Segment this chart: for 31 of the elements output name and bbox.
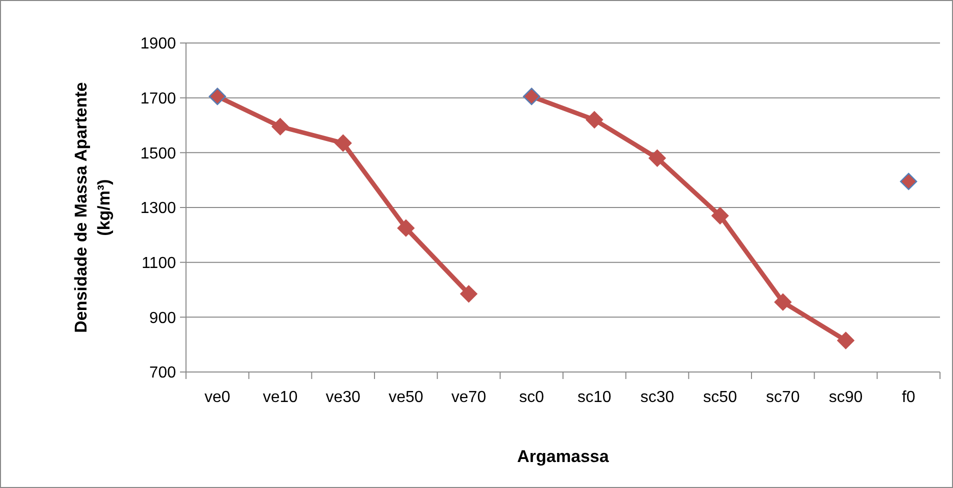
x-tick-label: sc90 (828, 389, 863, 406)
x-tick-label: sc10 (578, 389, 612, 406)
point (900, 172, 918, 190)
x-tick-label: ve30 (326, 389, 361, 406)
y-tick-label: 1900 (140, 36, 176, 53)
x-tick-label: ve10 (262, 389, 298, 406)
point (648, 150, 666, 167)
point (837, 332, 854, 350)
x-tick-label: sc0 (519, 389, 544, 406)
x-tick-label: sc70 (766, 389, 800, 406)
y-axis-title: Densidade de Massa Apartente (kg/m³) (72, 82, 114, 333)
x-tick-label: ve0 (204, 389, 230, 406)
y-tick-label: 1500 (140, 145, 176, 162)
y-tick-label: 1300 (140, 200, 176, 218)
y-tick-label: 1100 (142, 254, 176, 272)
point (711, 207, 729, 224)
y-tick-label: 900 (149, 310, 176, 327)
point (397, 219, 415, 237)
y-tick-label: 1700 (140, 90, 176, 108)
x-tick-label: ve50 (388, 389, 424, 406)
x-tick-label: sc30 (640, 389, 674, 406)
point (460, 285, 478, 302)
point (586, 111, 604, 128)
point (774, 293, 792, 311)
x-tick-label: sc50 (703, 389, 738, 406)
point (272, 118, 289, 136)
point (334, 134, 352, 152)
x-axis-title: Argamassa (517, 447, 610, 466)
x-tick-label: f0 (902, 389, 916, 406)
y-tick-label: 700 (149, 364, 176, 382)
x-tick-label: ve70 (451, 389, 486, 406)
